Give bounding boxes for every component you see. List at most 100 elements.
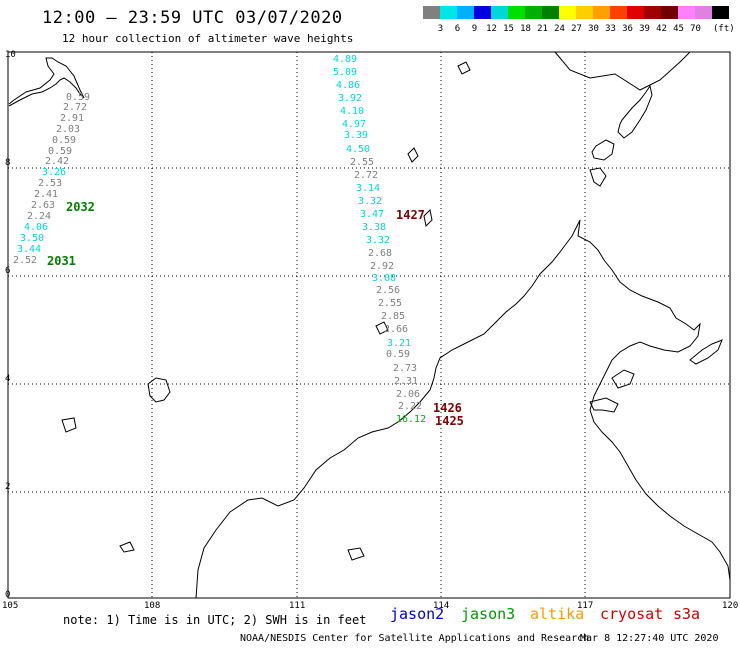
wave-height-value: 4.97 — [342, 119, 367, 130]
wave-height-value: 2.73 — [393, 363, 418, 374]
pass-label-1426: 1426 — [433, 401, 462, 415]
legend-cryosat: cryosat — [600, 605, 664, 623]
scale-swatch — [712, 6, 729, 19]
wave-height-value: 2.55 — [350, 157, 375, 168]
wave-height-value: 3.08 — [372, 273, 397, 284]
wave-height-value: 4.06 — [24, 222, 49, 233]
wave-height-value: 2.31 — [394, 376, 419, 387]
wave-height-value: 2.24 — [27, 211, 52, 222]
pass-label-2031: 2031 — [47, 254, 76, 268]
scale-label: 12 — [486, 24, 497, 34]
scale-swatch — [678, 6, 695, 19]
scale-label: 18 — [520, 24, 531, 34]
wave-height-value: 2.66 — [384, 324, 409, 335]
wave-height-value: 2.91 — [60, 113, 85, 124]
wave-height-value: 2.56 — [376, 285, 401, 296]
coast-island-track — [375, 321, 389, 335]
wave-height-value: 4.10 — [340, 106, 365, 117]
wave-height-value: 3.26 — [42, 167, 67, 178]
scale-swatch — [423, 6, 440, 19]
coast-vietnam — [8, 57, 85, 107]
map-subtitle: 12 hour collection of altimeter wave hei… — [62, 32, 354, 45]
pass-label-1425: 1425 — [435, 414, 464, 428]
wave-height-value: 5.09 — [333, 67, 358, 78]
coast-taiwan — [617, 84, 653, 139]
coast-island-1427 — [423, 208, 433, 228]
scale-label: 39 — [639, 24, 650, 34]
wave-height-value: 3.14 — [356, 183, 381, 194]
coast-island-west — [61, 417, 77, 433]
wave-height-value: 2.06 — [396, 389, 421, 400]
coast-china-south — [554, 51, 691, 91]
wave-height-value: 2.55 — [378, 298, 403, 309]
scale-swatch — [644, 6, 661, 19]
wave-height-value: 2.52 — [13, 255, 38, 266]
coast-island-java — [119, 541, 135, 553]
coast-island-north — [407, 147, 419, 163]
scale-label: 21 — [537, 24, 548, 34]
wave-height-value: 2.41 — [34, 189, 59, 200]
scale-label: 33 — [605, 24, 616, 34]
coast-island-south — [347, 547, 365, 561]
scale-label: 30 — [588, 24, 599, 34]
graticule — [8, 52, 730, 598]
coast-palawan — [689, 339, 723, 365]
scale-swatch — [559, 6, 576, 19]
legend-altika: altika — [530, 605, 585, 623]
scale-swatch — [661, 6, 678, 19]
map-frame — [7, 51, 731, 599]
x-tick-117: 117 — [577, 601, 594, 611]
wave-height-value: 2.72 — [354, 170, 379, 181]
scale-label: 9 — [471, 24, 478, 34]
scale-swatch — [491, 6, 508, 19]
wave-height-value: 2.63 — [31, 200, 56, 211]
credit-line: NOAA/NESDIS Center for Satellite Applica… — [240, 633, 590, 644]
scale-swatch — [457, 6, 474, 19]
scale-swatch — [440, 6, 457, 19]
wave-height-value: 2.68 — [368, 248, 393, 259]
coast-hainan — [591, 139, 615, 161]
legend-s3a: s3a — [673, 605, 701, 623]
wave-height-value: 2.85 — [381, 311, 406, 322]
wave-height-value: 2.53 — [38, 178, 63, 189]
y-tick-0: 0 — [5, 590, 11, 600]
wave-height-value: 4.50 — [346, 144, 371, 155]
y-tick-8: 8 — [5, 158, 11, 168]
x-tick-114: 114 — [433, 601, 450, 611]
x-tick-105: 105 — [2, 601, 19, 611]
scale-swatch — [474, 6, 491, 19]
scale-swatch — [610, 6, 627, 19]
coast-sulawesi — [611, 369, 635, 389]
scale-label: 15 — [503, 24, 514, 34]
scale-label: 36 — [622, 24, 633, 34]
wave-height-value: 2.03 — [56, 124, 81, 135]
scale-swatch — [593, 6, 610, 19]
map-title: 12:00 – 23:59 UTC 03/07/2020 — [42, 8, 343, 28]
wave-height-value: 3.38 — [362, 222, 387, 233]
coastlines — [8, 51, 731, 599]
wave-height-value: 2.42 — [45, 156, 70, 167]
wave-height-value: 0.59 — [52, 135, 77, 146]
wave-height-value: 16.12 — [396, 414, 427, 425]
scale-label: 27 — [571, 24, 582, 34]
wave-height-value: 2.92 — [370, 261, 395, 272]
legend-jason3: jason3 — [461, 605, 516, 623]
coast-luzon — [589, 167, 607, 187]
wave-height-value: 3.50 — [20, 233, 45, 244]
wave-height-value: 4.86 — [336, 80, 361, 91]
scale-label: 42 — [656, 24, 667, 34]
wave-height-value: 0.59 — [386, 349, 411, 360]
scale-label: 3 — [437, 24, 444, 34]
scale-label: 6 — [454, 24, 461, 34]
scale-swatch — [508, 6, 525, 19]
coast-island-natuna — [147, 377, 171, 403]
wave-height-value: 4.89 — [333, 54, 358, 65]
wave-height-value: 2.22 — [398, 401, 423, 412]
scale-swatch — [542, 6, 559, 19]
y-tick-6: 6 — [5, 266, 11, 276]
pass-label-1427: 1427 — [396, 208, 425, 222]
scale-swatch — [627, 6, 644, 19]
generated-timestamp: Mar 8 12:27:40 UTC 2020 — [580, 633, 719, 644]
pass-label-2032: 2032 — [66, 200, 95, 214]
